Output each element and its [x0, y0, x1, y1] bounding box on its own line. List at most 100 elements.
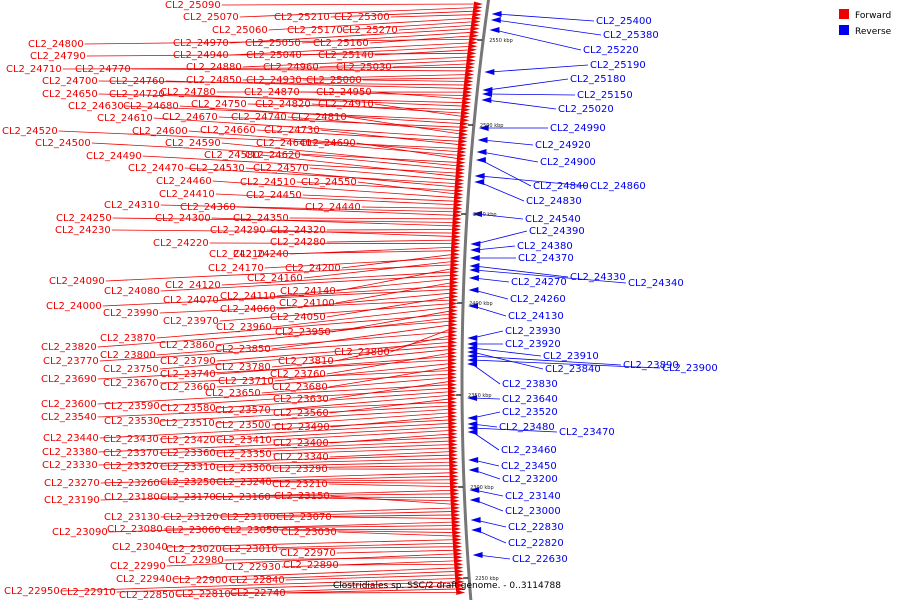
forward-leader-line [98, 437, 453, 453]
reverse-gene-label: CL2_24830 [526, 196, 582, 207]
forward-gene-glyph [470, 29, 480, 35]
forward-leader-line [271, 412, 453, 426]
forward-gene-label: CL2_23120 [163, 512, 219, 523]
forward-gene-label: CL2_24530 [189, 163, 245, 174]
forward-gene-label: CL2_23380 [42, 447, 98, 458]
forward-gene-label: CL2_24320 [270, 225, 326, 236]
forward-gene-glyph [471, 19, 481, 25]
reverse-gene-label: CL2_24920 [535, 140, 591, 151]
forward-leader-line [332, 516, 456, 519]
forward-gene-glyph [448, 318, 458, 324]
forward-gene-glyph [454, 568, 464, 574]
forward-leader-line [347, 116, 464, 135]
reverse-gene-label: CL2_22630 [512, 554, 568, 565]
forward-gene-label: CL2_25000 [306, 75, 362, 86]
forward-gene-label: CL2_24460 [156, 176, 212, 187]
forward-gene-label: CL2_24140 [280, 286, 336, 297]
forward-gene-glyph [448, 315, 458, 321]
forward-leader-line [271, 324, 453, 350]
forward-gene-label: CL2_24100 [279, 298, 335, 309]
forward-gene-label: CL2_24730 [264, 125, 320, 136]
forward-gene-label: CL2_24620 [245, 150, 301, 161]
reverse-gene-glyph [467, 341, 478, 347]
forward-leader-line [175, 585, 460, 596]
reverse-gene-label: CL2_23470 [559, 427, 615, 438]
forward-leader-line [91, 142, 461, 163]
forward-gene-label: CL2_22970 [280, 548, 336, 559]
forward-leader-line [97, 384, 453, 405]
forward-gene-label: CL2_23100 [220, 512, 276, 523]
forward-gene-glyph [448, 420, 458, 426]
forward-gene-glyph [452, 223, 462, 229]
forward-leader-line [219, 511, 456, 518]
forward-gene-label: CL2_22810 [175, 589, 231, 600]
forward-gene-label: CL2_24280 [270, 237, 326, 248]
forward-gene-label: CL2_24960 [263, 62, 319, 73]
reverse-gene-glyph [467, 415, 478, 421]
position-tick-label: 2450 kbp [473, 212, 497, 218]
forward-gene-glyph [449, 477, 459, 483]
forward-leader-line [266, 229, 456, 237]
forward-leader-line [261, 377, 453, 394]
forward-gene-label: CL2_22840 [229, 575, 285, 586]
forward-leader-line [271, 348, 453, 368]
forward-gene-label: CL2_23740 [160, 369, 216, 380]
forward-gene-glyph [465, 68, 475, 74]
forward-leader-line [160, 387, 453, 407]
forward-gene-glyph [449, 463, 459, 469]
forward-gene-label: CL2_22910 [60, 587, 116, 598]
forward-gene-glyph [448, 325, 458, 331]
genome-backbone-arc [460, 0, 491, 600]
reverse-gene-glyph [468, 467, 479, 473]
forward-leader-line [272, 429, 453, 441]
forward-gene-label: CL2_24230 [55, 225, 111, 236]
forward-gene-glyph [448, 329, 458, 335]
forward-leader-line [209, 242, 456, 245]
forward-gene-label: CL2_23030 [281, 527, 337, 538]
forward-gene-glyph [459, 124, 469, 130]
forward-gene-label: CL2_23290 [272, 464, 328, 475]
forward-leader-line [159, 370, 453, 384]
forward-gene-glyph [455, 181, 465, 187]
forward-gene-glyph [449, 466, 459, 472]
forward-gene-glyph [460, 121, 470, 127]
forward-gene-glyph [452, 526, 462, 532]
forward-gene-glyph [463, 89, 473, 95]
reverse-gene-label: CL2_25190 [590, 60, 646, 71]
forward-leader-line [392, 63, 471, 68]
forward-gene-glyph [451, 248, 461, 254]
forward-gene-label: CL2_23070 [276, 512, 332, 523]
forward-leader-line [215, 193, 458, 206]
forward-leader-line [211, 217, 457, 227]
forward-gene-glyph [460, 117, 470, 123]
forward-gene-glyph [448, 396, 458, 402]
forward-gene-glyph [455, 582, 465, 588]
forward-leader-line [330, 10, 477, 18]
reverse-gene-glyph [471, 527, 482, 533]
forward-gene-label: CL2_24740 [231, 112, 287, 123]
reverse-gene-label: CL2_23910 [543, 351, 599, 362]
forward-gene-label: CL2_24880 [186, 62, 242, 73]
forward-gene-glyph [455, 575, 465, 581]
forward-gene-label: CL2_24550 [301, 177, 357, 188]
forward-gene-label: CL2_24310 [104, 200, 160, 211]
forward-leader-line [300, 91, 467, 97]
forward-leader-line [219, 285, 454, 301]
forward-gene-glyph [448, 445, 458, 451]
forward-leader-line [165, 80, 468, 89]
reverse-leader-line [476, 213, 524, 220]
forward-leader-line [334, 334, 453, 362]
forward-leader-line [58, 130, 462, 149]
forward-leader-line [302, 77, 469, 81]
reverse-gene-label: CL2_23640 [502, 394, 558, 405]
forward-leader-line [309, 167, 460, 181]
forward-leader-line [216, 426, 453, 441]
forward-leader-line [216, 444, 453, 454]
forward-leader-line [160, 405, 453, 422]
forward-gene-label: CL2_23310 [160, 462, 216, 473]
reverse-gene-label: CL2_23920 [505, 339, 561, 350]
forward-gene-glyph [453, 198, 463, 204]
forward-gene-label: CL2_24690 [300, 138, 356, 149]
reverse-leader-line [489, 64, 589, 73]
forward-gene-glyph [448, 346, 458, 352]
